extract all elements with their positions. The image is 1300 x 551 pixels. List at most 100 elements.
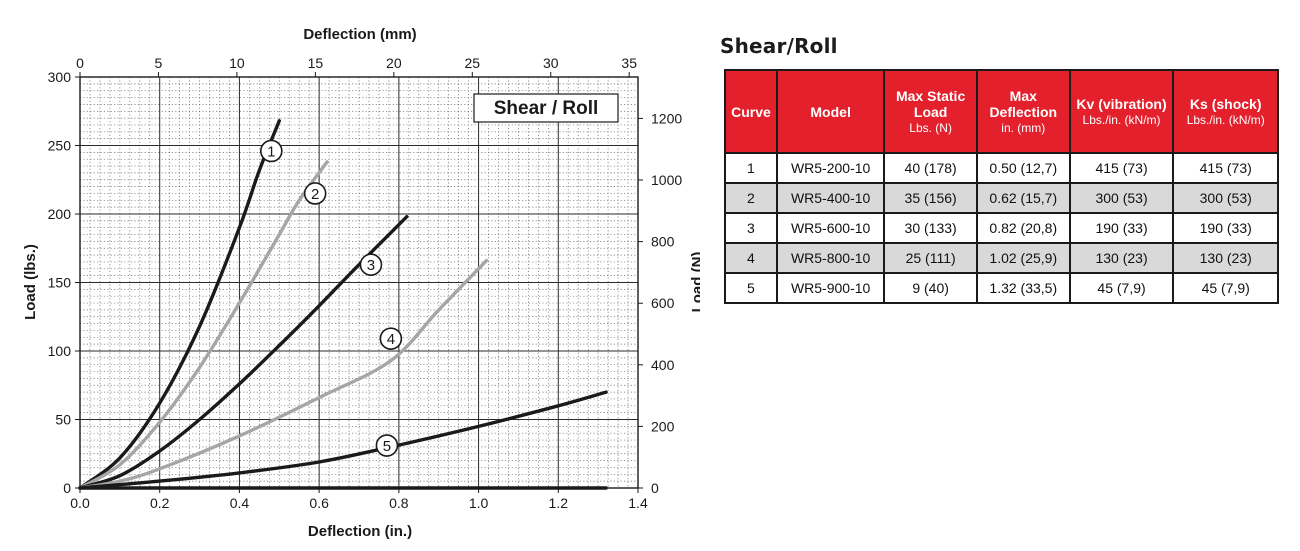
table-row: 1 WR5-200-10 40 (178) 0.50 (12,7) 415 (73) 41… xyxy=(724,152,1279,184)
series-5-label: 5 xyxy=(383,438,391,455)
series-layer: 1 2 3 4 5 xyxy=(78,119,608,490)
table-row: 2 WR5-400-10 35 (156) 0.62 (15,7) 300 (53) 30… xyxy=(724,182,1279,214)
y-right-tick-label: 0 xyxy=(651,480,659,496)
table-cell: 45 (7,9) xyxy=(1068,272,1175,304)
x-top-tick-label: 5 xyxy=(155,55,163,71)
x-top-tick-label: 35 xyxy=(621,55,637,71)
header-max-deflection: Max Deflection in. (mm) xyxy=(975,69,1071,154)
x-top-tick-label: 10 xyxy=(229,55,245,71)
series-2-label: 2 xyxy=(311,186,319,203)
y-axis-left-title: Load (lbs.) xyxy=(22,244,39,320)
series-1-label: 1 xyxy=(267,143,275,160)
x-axis-bottom-title: Deflection (in.) xyxy=(308,523,412,540)
table-cell: WR5-900-10 xyxy=(775,272,886,304)
chart-title-box: Shear / Roll xyxy=(473,93,619,123)
y-right-tick-label: 200 xyxy=(651,418,675,434)
table-cell: 0.82 (20,8) xyxy=(975,212,1071,244)
y-tick-label: 200 xyxy=(48,206,72,222)
x-tick-label: 1.0 xyxy=(469,495,489,511)
y-right-tick-label: 600 xyxy=(651,295,675,311)
table-cell: 0.50 (12,7) xyxy=(975,152,1071,184)
table-cell: 130 (23) xyxy=(1068,242,1175,274)
table-cell: 9 (40) xyxy=(883,272,978,304)
x-tick-label: 0.8 xyxy=(389,495,409,511)
table-title: Shear/Roll xyxy=(720,34,838,58)
series-3-marker xyxy=(359,253,383,276)
y-tick-label: 300 xyxy=(48,69,72,85)
table-cell: 300 (53) xyxy=(1068,182,1175,214)
table-cell: WR5-800-10 xyxy=(775,242,886,274)
table-cell: 0.62 (15,7) xyxy=(975,182,1071,214)
table-cell: 130 (23) xyxy=(1172,242,1279,274)
y-tick-label: 250 xyxy=(48,138,72,154)
y-axis-right-title: Load (N) xyxy=(689,252,700,313)
series-5-line xyxy=(78,390,608,490)
header-max-deflection-label: Max Deflection xyxy=(989,87,1058,120)
table-cell: 40 (178) xyxy=(883,152,978,184)
header-curve: Curve xyxy=(724,69,778,154)
axis-layer: 0.0 0.2 0.4 0.6 0.8 1.0 1.2 1.40 5 10 15 20 25 30 3505… xyxy=(48,55,683,511)
table-row: 5 WR5-900-10 9 (40) 1.32 (33,5) 45 (7,9) 45 (… xyxy=(724,272,1279,304)
y-right-tick-label: 800 xyxy=(651,234,675,250)
table-cell: 45 (7,9) xyxy=(1172,272,1279,304)
table-cell: 300 (53) xyxy=(1172,182,1279,214)
table-cell: 25 (111) xyxy=(883,242,978,274)
header-kv-unit: Lbs./in. (kN/m) xyxy=(1082,112,1161,127)
table-cell: WR5-600-10 xyxy=(775,212,886,244)
header-curve-label: Curve xyxy=(731,103,771,120)
x-top-tick-label: 0 xyxy=(76,55,84,71)
header-max-static-load-label: Max Static Load xyxy=(895,87,966,120)
header-kv: Kv (vibration) Lbs./in. (kN/m) xyxy=(1068,69,1175,154)
table-cell: 1.32 (33,5) xyxy=(975,272,1071,304)
table-cell: 415 (73) xyxy=(1068,152,1175,184)
x-top-tick-label: 25 xyxy=(465,55,481,71)
y-right-tick-label: 1200 xyxy=(651,110,682,126)
series-5-marker xyxy=(375,434,399,457)
series-3-label: 3 xyxy=(367,257,375,274)
table-cell: 3 xyxy=(724,212,778,244)
header-model-label: Model xyxy=(810,103,851,120)
table-cell: 35 (156) xyxy=(883,182,978,214)
table-cell: 190 (33) xyxy=(1068,212,1175,244)
series-4-label: 4 xyxy=(387,331,395,348)
spec-table-body: 1 WR5-200-10 40 (178) 0.50 (12,7) 415 (73) 41… xyxy=(724,152,1279,304)
x-top-tick-label: 15 xyxy=(308,55,324,71)
table-cell: 2 xyxy=(724,182,778,214)
y-tick-label: 100 xyxy=(48,343,72,359)
series-2-marker xyxy=(303,182,327,205)
table-cell: 1.02 (25,9) xyxy=(975,242,1071,274)
x-tick-label: 1.4 xyxy=(628,495,648,511)
table-cell: 190 (33) xyxy=(1172,212,1279,244)
x-tick-label: 0.0 xyxy=(70,495,90,511)
table-row: 4 WR5-800-10 25 (111) 1.02 (25,9) 130 (23) 13… xyxy=(724,242,1279,274)
table-cell: 5 xyxy=(724,272,778,304)
header-max-deflection-unit: in. (mm) xyxy=(1001,120,1046,135)
series-3-line xyxy=(78,215,409,490)
y-tick-label: 0 xyxy=(63,480,71,496)
x-axis-top-title: Deflection (mm) xyxy=(303,26,416,43)
table-cell: 30 (133) xyxy=(883,212,978,244)
x-top-tick-label: 20 xyxy=(386,55,402,71)
header-kv-label: Kv (vibration) xyxy=(1076,95,1167,112)
series-1-line xyxy=(78,119,281,490)
header-ks-unit: Lbs./in. (kN/m) xyxy=(1186,112,1265,127)
x-tick-label: 1.2 xyxy=(549,495,569,511)
table-cell: 1 xyxy=(724,152,778,184)
x-tick-label: 0.6 xyxy=(309,495,329,511)
y-right-tick-label: 400 xyxy=(651,357,675,373)
y-right-tick-label: 1000 xyxy=(651,172,682,188)
header-ks-label: Ks (shock) xyxy=(1189,95,1262,112)
series-2-line xyxy=(78,160,329,490)
table-cell: 415 (73) xyxy=(1172,152,1279,184)
series-4-line xyxy=(78,258,489,490)
y-tick-label: 150 xyxy=(48,275,72,291)
header-max-static-load: Max Static Load Lbs. (N) xyxy=(883,69,978,154)
grid-layer xyxy=(80,77,638,488)
table-cell: WR5-200-10 xyxy=(775,152,886,184)
table-cell: WR5-400-10 xyxy=(775,182,886,214)
x-tick-label: 0.2 xyxy=(150,495,170,511)
header-model: Model xyxy=(775,69,886,154)
spec-table-header: Curve Model Max Static Load Lbs. (N) Max … xyxy=(724,69,1279,154)
x-tick-label: 0.4 xyxy=(230,495,250,511)
